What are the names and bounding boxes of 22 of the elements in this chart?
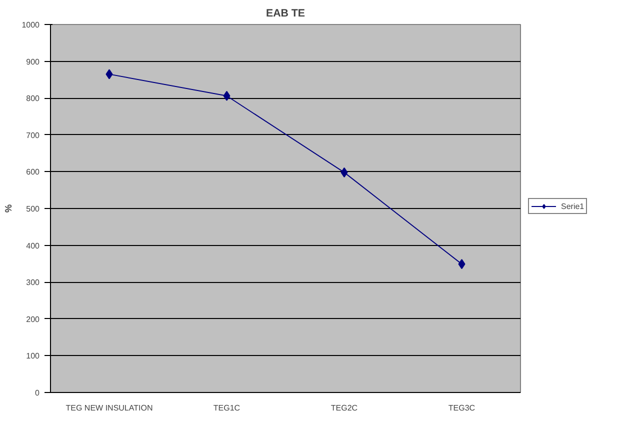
x-tick-label: TEG2C bbox=[330, 404, 358, 412]
y-tick-label: 0 bbox=[35, 388, 40, 398]
point bbox=[223, 90, 230, 101]
point bbox=[106, 69, 113, 80]
y-tick-label: 400 bbox=[26, 241, 40, 250]
x-tick-label: TEG NEW INSULATION bbox=[66, 404, 153, 412]
y-tick-label: 900 bbox=[26, 57, 40, 66]
point bbox=[458, 259, 466, 270]
point bbox=[340, 167, 348, 178]
y-tick-label: 1000 bbox=[22, 20, 40, 30]
chart-title: EAB TE bbox=[266, 8, 306, 20]
y-axis-title: % bbox=[4, 204, 14, 213]
y-tick-label: 800 bbox=[26, 94, 40, 104]
y-tick-label: 100 bbox=[26, 352, 40, 361]
y-tick-label: 600 bbox=[26, 168, 40, 177]
x-tick-label: TEG3C bbox=[448, 404, 476, 412]
y-tick-label: 500 bbox=[26, 204, 40, 214]
y-tick-label: 300 bbox=[26, 278, 40, 288]
x-tick-label: TEG1C bbox=[213, 404, 240, 412]
legend-label: Serie1 bbox=[561, 201, 584, 211]
y-tick-label: 200 bbox=[26, 314, 40, 324]
y-tick-label: 700 bbox=[26, 130, 40, 140]
